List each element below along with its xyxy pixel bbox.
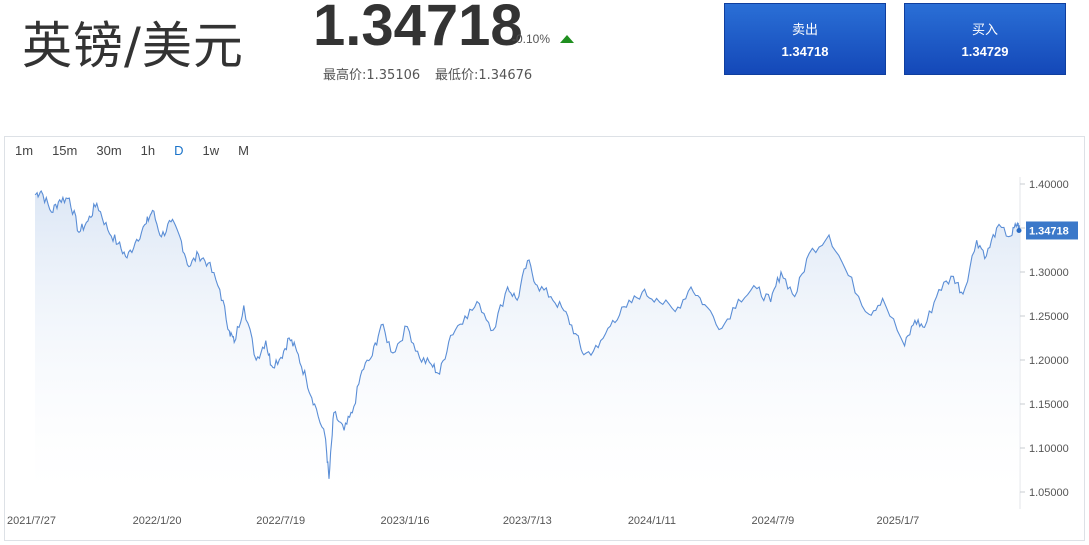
- x-tick-label: 2024/7/9: [751, 515, 794, 527]
- sell-label: 卖出: [791, 23, 818, 38]
- low-price: 最低价:1.34676: [435, 68, 533, 83]
- sell-button[interactable]: 卖出 1.34718: [724, 3, 886, 75]
- y-tick-label: 1.25000: [1029, 311, 1069, 323]
- y-tick-label: 1.10000: [1029, 443, 1069, 455]
- timeframe-1m[interactable]: 1m: [15, 143, 34, 158]
- x-tick-label: 2023/7/13: [503, 515, 552, 527]
- y-tick-label: 1.05000: [1029, 487, 1069, 499]
- y-tick-label: 1.40000: [1029, 179, 1069, 191]
- sell-price: 1.34718: [781, 44, 829, 59]
- high-price: 最高价:1.35106: [323, 68, 421, 83]
- up-arrow-icon: [560, 35, 574, 43]
- x-tick-label: 2022/1/20: [133, 515, 182, 527]
- x-tick-label: 2024/1/11: [628, 515, 676, 527]
- buy-label: 买入: [971, 23, 998, 38]
- price-chart[interactable]: 1.400001.350001.300001.250001.200001.150…: [5, 137, 1084, 540]
- timeframe-m[interactable]: M: [238, 143, 249, 158]
- y-tick-label: 1.30000: [1029, 267, 1069, 279]
- timeframe-1w[interactable]: 1w: [202, 143, 220, 158]
- y-tick-label: 1.20000: [1029, 355, 1069, 367]
- x-tick-label: 2022/7/19: [256, 515, 305, 527]
- x-tick-label: 2021/7/27: [7, 515, 56, 527]
- buy-price: 1.34729: [961, 44, 1009, 59]
- timeframe-d[interactable]: D: [174, 143, 184, 158]
- timeframe-1h[interactable]: 1h: [140, 143, 156, 158]
- price-area: [35, 191, 1020, 492]
- last-price-dot: [1016, 227, 1022, 233]
- current-price-label: 1.34718: [1029, 225, 1069, 237]
- x-tick-label: 2023/1/16: [381, 515, 430, 527]
- buy-button[interactable]: 买入 1.34729: [904, 3, 1066, 75]
- current-price-box: [1026, 221, 1078, 240]
- timeframe-15m[interactable]: 15m: [52, 143, 78, 158]
- current-price: 1.34718: [313, 0, 523, 58]
- timeframe-bar: 1m 15m 30m 1h D 1w M: [15, 143, 268, 159]
- x-tick-label: 2025/1/7: [876, 515, 919, 527]
- price-line: [34, 189, 1021, 479]
- currency-pair-title: 英镑/美元: [22, 17, 244, 75]
- y-tick-label: 1.15000: [1029, 399, 1069, 411]
- chart-panel: 1m 15m 30m 1h D 1w M 1.400001.350001.300…: [4, 136, 1085, 541]
- timeframe-30m[interactable]: 30m: [96, 143, 122, 158]
- price-change-percent: -0.10%: [512, 32, 551, 46]
